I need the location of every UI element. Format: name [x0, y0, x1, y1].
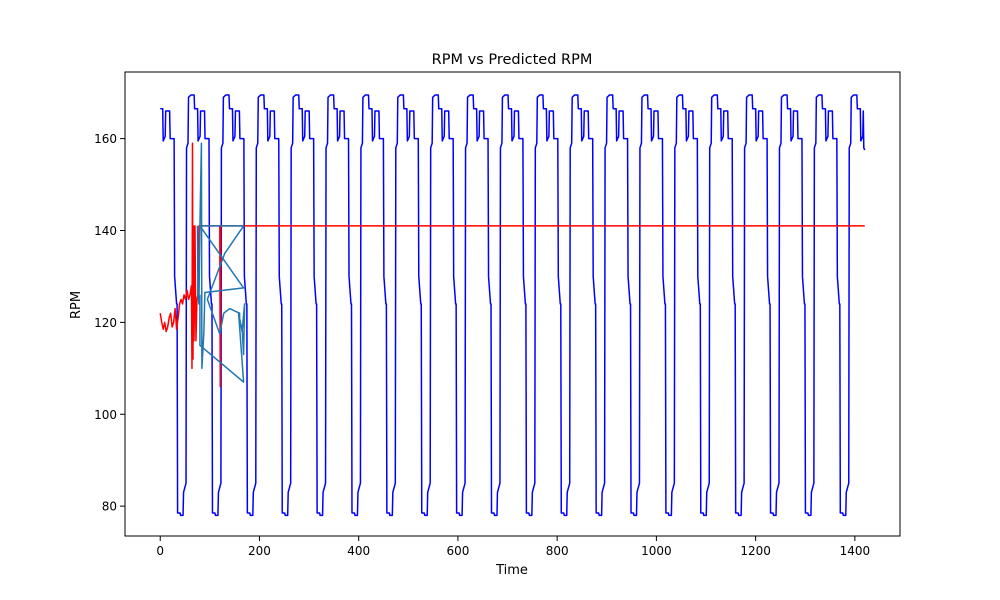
- x-axis-label: Time: [495, 563, 528, 578]
- x-tick-label: 1400: [840, 544, 871, 558]
- axis-layer: 0 200 400 600 800 1000 1200 1400 80 100 120 140 160: [94, 71, 901, 558]
- x-tick-label: 1000: [641, 544, 672, 558]
- plot-frame: [124, 71, 901, 537]
- x-tick-label: 0: [156, 544, 164, 558]
- y-tick-label: 100: [94, 408, 117, 422]
- chart-title: RPM vs Predicted RPM: [432, 52, 593, 68]
- y-tick-label: 120: [94, 316, 117, 330]
- series-predicted-tab-line: [196, 142, 246, 383]
- x-tick-label: 200: [248, 544, 271, 558]
- y-tick-label: 160: [94, 132, 117, 146]
- y-tick-label: 140: [94, 224, 117, 238]
- plot-layer: [159, 94, 866, 517]
- y-axis-label: RPM: [69, 291, 84, 319]
- x-tick-label: 1200: [740, 544, 771, 558]
- x-tick-label: 600: [446, 544, 469, 558]
- y-tick-label: 80: [102, 500, 117, 514]
- x-tick-label: 800: [546, 544, 569, 558]
- series-rpm-line: [160, 94, 866, 517]
- x-tick-label: 400: [347, 544, 370, 558]
- series-predicted-red-line: [159, 142, 865, 388]
